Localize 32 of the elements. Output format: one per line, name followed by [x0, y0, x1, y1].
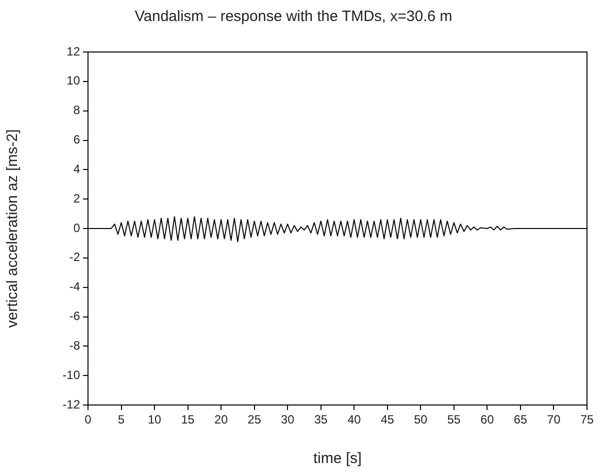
- y-axis-title: vertical acceleration az [ms-2]: [4, 129, 22, 328]
- y-tick-label: 8: [73, 103, 80, 118]
- y-tick-label: 10: [66, 74, 80, 88]
- x-tick-label: 0: [84, 412, 92, 427]
- y-tick-label: 6: [73, 132, 80, 147]
- x-tick-label: 10: [148, 412, 162, 427]
- x-tick-label: 50: [414, 412, 428, 427]
- x-tick-label: 55: [447, 412, 461, 427]
- x-tick-label: 75: [580, 412, 594, 427]
- y-tick-label: 4: [73, 162, 80, 176]
- y-tick-label: -2: [69, 250, 80, 264]
- y-tick-label: 2: [73, 191, 80, 206]
- x-tick-label: 65: [514, 412, 528, 427]
- x-tick-label: 5: [118, 412, 125, 427]
- chart-title: Vandalism – response with the TMDs, x=30.6 m: [134, 8, 452, 26]
- y-tick-label: -8: [69, 338, 80, 352]
- x-tick-label: 15: [181, 412, 195, 427]
- x-tick-label: 70: [547, 412, 561, 427]
- y-tick-label: -12: [62, 397, 80, 412]
- x-tick-label: 20: [214, 412, 228, 427]
- x-tick-label: 25: [248, 412, 262, 427]
- y-tick-label: -10: [62, 368, 80, 382]
- x-tick-label: 45: [380, 412, 394, 427]
- y-tick-label: -4: [69, 280, 80, 294]
- x-axis-title: time [s]: [313, 450, 362, 468]
- x-tick-label: 35: [314, 412, 328, 427]
- x-tick-label: 40: [347, 412, 362, 427]
- y-tick-label: -6: [69, 309, 80, 324]
- y-tick-label: 12: [66, 44, 80, 58]
- x-tick-label: 30: [280, 412, 295, 427]
- x-tick-label: 60: [480, 412, 494, 427]
- y-tick-label: 0: [73, 220, 80, 235]
